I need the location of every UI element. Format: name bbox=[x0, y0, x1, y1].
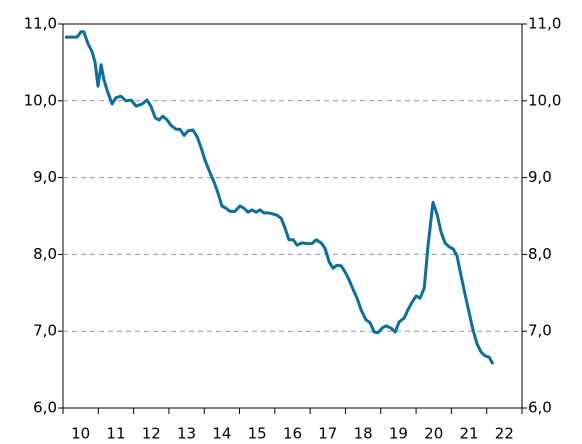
x-tick-label: 15 bbox=[248, 425, 267, 443]
x-tick-label: 18 bbox=[354, 425, 373, 443]
y-tick-label: 6,0 bbox=[33, 399, 57, 417]
data-line bbox=[65, 30, 495, 365]
x-tick-label: 16 bbox=[283, 425, 302, 443]
x-tick-label: 20 bbox=[424, 425, 443, 443]
y2-tick-label: 10,0 bbox=[528, 91, 561, 109]
y2-tick-label: 8,0 bbox=[528, 245, 552, 263]
x-tick-label: 19 bbox=[389, 425, 408, 443]
x-tick-label: 11 bbox=[106, 425, 125, 443]
plot-frame bbox=[62, 23, 523, 409]
x-tick-label: 14 bbox=[212, 425, 231, 443]
y2-tick-label: 7,0 bbox=[528, 322, 552, 340]
y2-tick-label: 11,0 bbox=[528, 15, 561, 33]
x-tick-label: 17 bbox=[318, 425, 337, 443]
x-tick-label: 22 bbox=[495, 425, 514, 443]
y-tick-label: 8,0 bbox=[33, 245, 57, 263]
x-tick-label: 13 bbox=[177, 425, 196, 443]
y-tick-label: 9,0 bbox=[33, 168, 57, 186]
x-tick-label: 12 bbox=[142, 425, 161, 443]
y2-tick-label: 9,0 bbox=[528, 168, 552, 186]
y2-tick-label: 6,0 bbox=[528, 399, 552, 417]
y-tick-label: 11,0 bbox=[24, 15, 57, 33]
x-tick-label: 21 bbox=[459, 425, 478, 443]
y-tick-label: 7,0 bbox=[33, 322, 57, 340]
x-tick-label: 10 bbox=[71, 425, 90, 443]
y-tick-label: 10,0 bbox=[24, 91, 57, 109]
